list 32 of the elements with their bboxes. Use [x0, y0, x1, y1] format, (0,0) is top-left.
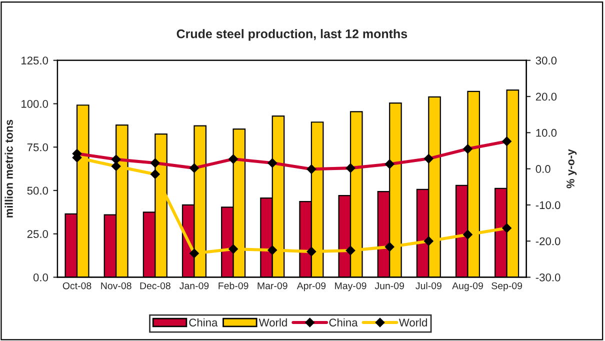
x-tick-label: Sep-09: [492, 282, 522, 292]
x-tick-label: Nov-08: [101, 282, 132, 290]
y-axis-title: million metric tons: [4, 120, 13, 218]
y2-tick-label: -20.0: [536, 237, 560, 246]
legend-label: World: [258, 318, 287, 327]
x-tick-label: Jan-09: [180, 282, 209, 290]
chart-title: Crude steel production, last 12 months: [176, 29, 408, 41]
y2-axis-title: % y-o-y: [566, 149, 577, 188]
y-tick-label: 0.0: [33, 274, 48, 282]
y2-tick-label: 30.0: [536, 56, 557, 64]
y2-tick-label: 20.0: [536, 92, 557, 101]
x-tick-label: Feb-09: [218, 282, 248, 290]
x-tick-label: Jul-09: [416, 282, 442, 290]
y-tick-label: 100.0: [21, 100, 48, 108]
x-tick-label: May-09: [335, 282, 366, 292]
y2-tick-label: 0.0: [536, 165, 550, 173]
x-tick-label: Aug-09: [452, 282, 483, 292]
legend-label: China: [189, 318, 218, 327]
x-tick-label: Apr-09: [296, 282, 326, 292]
x-tick-label: Mar-09: [258, 282, 288, 290]
legend-label: World: [398, 318, 427, 327]
y2-tick-label: -30.0: [536, 274, 560, 282]
y2-tick-label: -10.0: [536, 201, 560, 210]
y-tick-label: 50.0: [27, 186, 48, 195]
x-tick-label: Dec-08: [140, 282, 170, 290]
x-tick-label: Jun-09: [374, 282, 404, 290]
y2-tick-label: 10.0: [536, 128, 557, 137]
legend-label: China: [329, 318, 358, 327]
y-tick-label: 25.0: [27, 230, 48, 238]
x-tick-label: Oct-08: [62, 282, 92, 290]
y-tick-label: 125.0: [21, 56, 48, 64]
y-tick-label: 75.0: [27, 143, 48, 152]
